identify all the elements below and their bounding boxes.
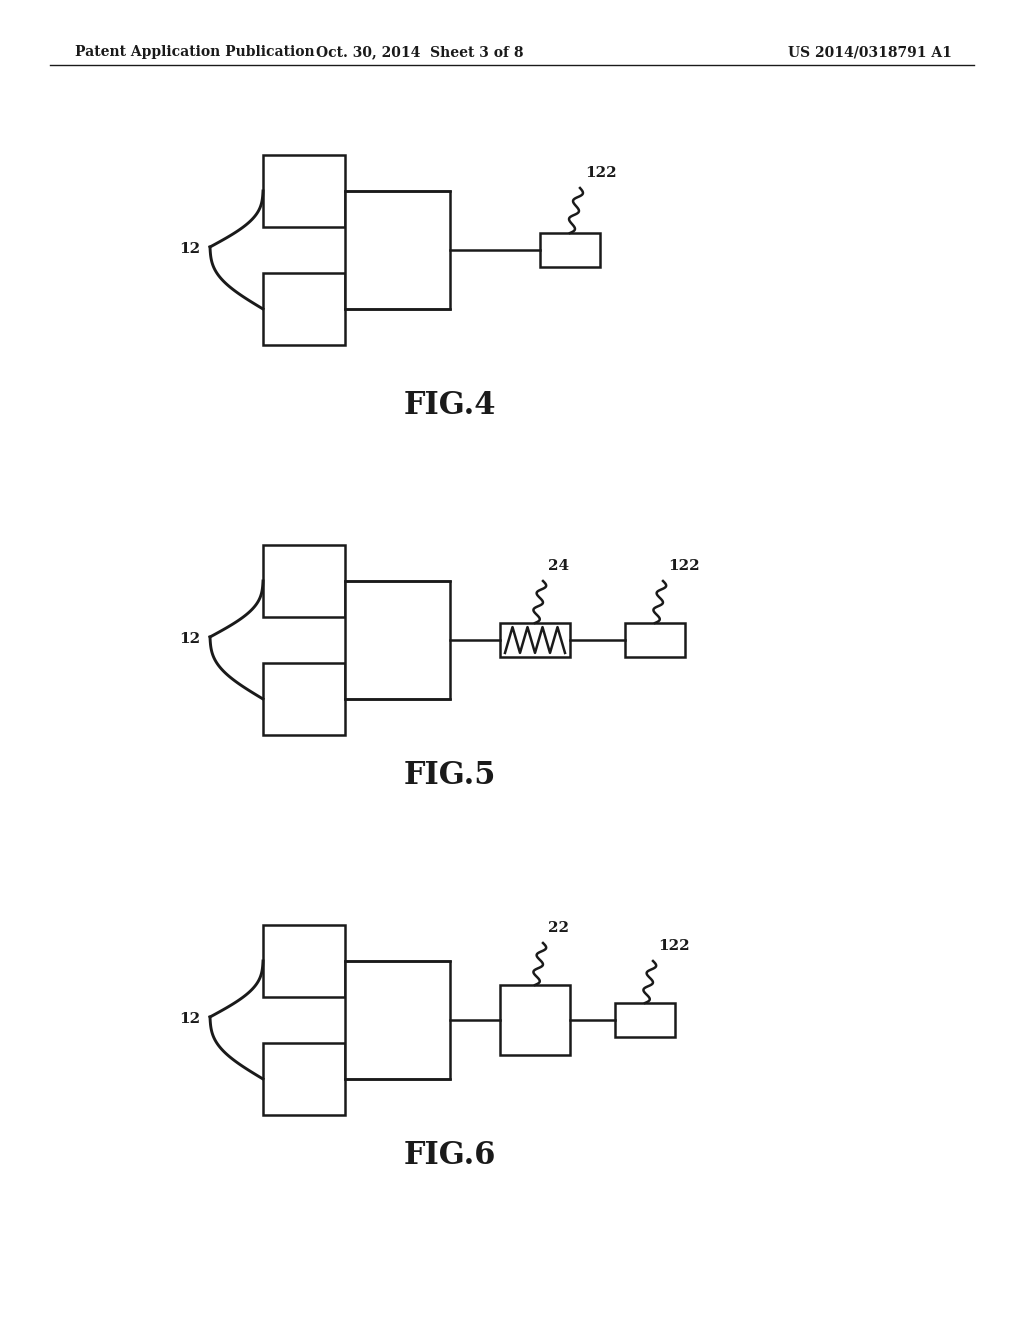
Text: 12: 12 <box>179 1012 200 1026</box>
Text: US 2014/0318791 A1: US 2014/0318791 A1 <box>788 45 952 59</box>
Bar <box>345 581 450 700</box>
Text: 24: 24 <box>548 558 569 573</box>
Text: 12: 12 <box>179 632 200 645</box>
Bar <box>540 234 600 267</box>
Bar <box>615 1003 675 1038</box>
Bar <box>345 191 450 309</box>
Bar <box>263 1043 345 1115</box>
Text: 122: 122 <box>658 939 689 953</box>
Text: FIG.5: FIG.5 <box>403 760 497 791</box>
Bar <box>263 273 345 345</box>
Text: 122: 122 <box>585 166 616 180</box>
Bar <box>263 925 345 997</box>
Text: 122: 122 <box>668 558 699 573</box>
Bar <box>263 663 345 735</box>
Bar <box>500 623 570 657</box>
Text: 12: 12 <box>179 242 200 256</box>
Bar <box>345 961 450 1078</box>
Text: 22: 22 <box>548 921 569 935</box>
Text: FIG.6: FIG.6 <box>403 1140 497 1171</box>
Text: FIG.4: FIG.4 <box>403 389 497 421</box>
Bar <box>625 623 685 657</box>
Text: Oct. 30, 2014  Sheet 3 of 8: Oct. 30, 2014 Sheet 3 of 8 <box>316 45 523 59</box>
Text: Patent Application Publication: Patent Application Publication <box>75 45 314 59</box>
Bar <box>500 985 570 1055</box>
Bar <box>263 545 345 616</box>
Bar <box>263 154 345 227</box>
